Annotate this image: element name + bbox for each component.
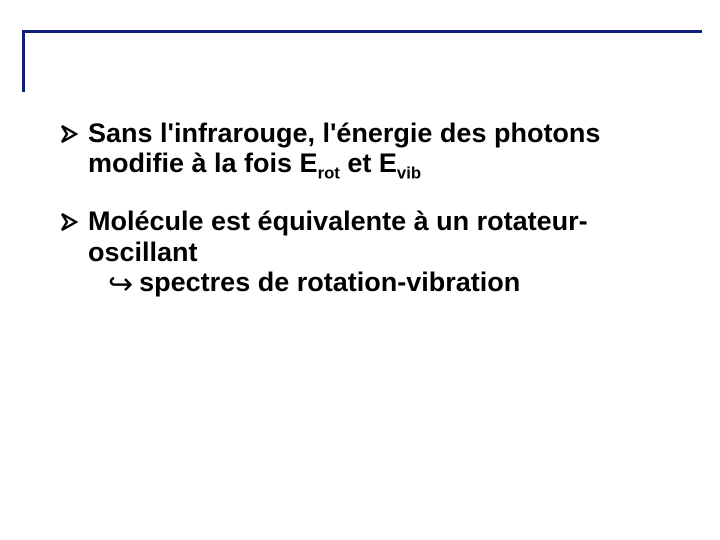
list-item: Molécule est équivalente à un rotateur- …: [60, 206, 680, 297]
text: Molécule est équivalente à un rotateur-: [88, 206, 588, 236]
title-rule-vertical: [22, 30, 25, 92]
item-line-3: ↪spectres de rotation-vibration: [60, 267, 680, 297]
hollow-pointer-icon: [60, 212, 80, 232]
text: modifie à la fois E: [88, 148, 318, 178]
item-line-1: Molécule est équivalente à un rotateur-: [60, 206, 680, 236]
hollow-pointer-icon: [60, 124, 80, 144]
slide: Sans l'infrarouge, l'énergie des photons…: [0, 0, 720, 540]
list-item: Sans l'infrarouge, l'énergie des photons…: [60, 118, 680, 178]
content-area: Sans l'infrarouge, l'énergie des photons…: [60, 118, 680, 325]
subscript: rot: [318, 164, 340, 183]
text: Sans l'infrarouge, l'énergie des photons: [88, 118, 600, 148]
text: oscillant: [88, 237, 198, 267]
subscript: vib: [397, 164, 421, 183]
text: spectres de rotation-vibration: [139, 267, 520, 297]
item-line-2: modifie à la fois Erot et Evib: [60, 148, 680, 178]
item-line-1: Sans l'infrarouge, l'énergie des photons: [60, 118, 680, 148]
item-line-2: oscillant: [60, 237, 680, 267]
text: et E: [340, 148, 397, 178]
title-rule-horizontal: [22, 30, 702, 33]
